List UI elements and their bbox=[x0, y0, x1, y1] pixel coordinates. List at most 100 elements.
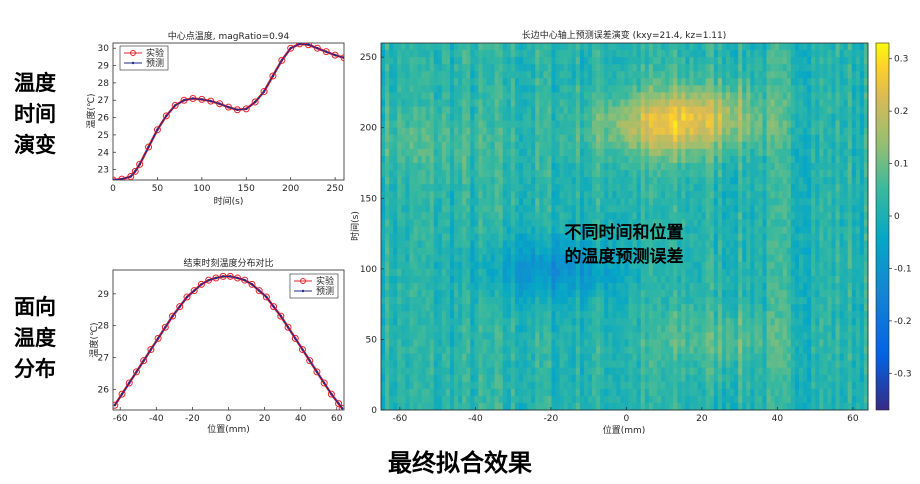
heatmap-cell bbox=[750, 268, 755, 277]
heatmap-cell bbox=[409, 184, 414, 192]
heatmap-cell bbox=[770, 141, 776, 150]
heatmap-cell bbox=[409, 198, 414, 206]
heatmap-cell bbox=[494, 134, 500, 143]
heatmap-cell bbox=[454, 247, 459, 256]
heatmap-cell bbox=[725, 240, 731, 249]
heatmap-cell bbox=[839, 127, 845, 136]
heatmap-cell bbox=[478, 233, 483, 242]
heatmap-cell bbox=[734, 43, 739, 51]
heatmap-cell bbox=[665, 50, 670, 58]
heatmap-cell bbox=[587, 99, 593, 107]
heatmap-cell bbox=[486, 50, 491, 58]
heatmap-cell bbox=[782, 268, 788, 277]
x-tick-label: 20 bbox=[259, 414, 271, 424]
heatmap-cell bbox=[750, 113, 755, 122]
heatmap-cell bbox=[851, 134, 857, 143]
heatmap-cell bbox=[547, 148, 552, 157]
heatmap-cell bbox=[539, 184, 544, 192]
heatmap-cell bbox=[583, 240, 589, 249]
heatmap-cell bbox=[555, 71, 560, 79]
heatmap-cell bbox=[478, 205, 483, 213]
heatmap-cell bbox=[531, 127, 536, 136]
heatmap-cell bbox=[421, 85, 427, 93]
heatmap-cell bbox=[567, 275, 573, 284]
data-point bbox=[156, 128, 159, 131]
heatmap-cell bbox=[608, 148, 613, 157]
heatmap-cell bbox=[819, 64, 824, 72]
heatmap-cell bbox=[843, 141, 849, 150]
heatmap-cell bbox=[681, 120, 686, 129]
heatmap-cell bbox=[454, 64, 459, 72]
heatmap-cell bbox=[571, 282, 577, 291]
heatmap-cell bbox=[669, 304, 674, 312]
heatmap-cell bbox=[474, 99, 479, 107]
heatmap-cell bbox=[409, 127, 414, 136]
heatmap-cell bbox=[709, 198, 715, 206]
heatmap-cell bbox=[717, 64, 723, 72]
heatmap-cell bbox=[518, 148, 524, 157]
heatmap-cell bbox=[417, 275, 422, 284]
heatmap-cell bbox=[583, 50, 589, 58]
heatmap-cell bbox=[445, 71, 451, 79]
heatmap-cell bbox=[624, 282, 629, 291]
heatmap-cell bbox=[661, 64, 666, 72]
heatmap-cell bbox=[794, 43, 800, 51]
heatmap-cell bbox=[454, 134, 459, 143]
heatmap-cell bbox=[843, 99, 849, 107]
heatmap-cell bbox=[665, 219, 670, 227]
heatmap-cell bbox=[835, 282, 840, 291]
heatmap-cell bbox=[669, 177, 674, 185]
heatmap-cell bbox=[587, 304, 593, 312]
heatmap-cell bbox=[421, 282, 427, 291]
heatmap-cell bbox=[527, 240, 532, 249]
heatmap-cell bbox=[665, 148, 670, 157]
heatmap-cell bbox=[559, 304, 565, 312]
heatmap-cell bbox=[466, 233, 471, 242]
heatmap-cell bbox=[815, 113, 820, 122]
heatmap-cell bbox=[843, 205, 849, 213]
heatmap-cell bbox=[551, 177, 556, 185]
heatmap-cell bbox=[454, 120, 459, 129]
heatmap-cell bbox=[409, 92, 414, 100]
heatmap-cell bbox=[502, 261, 508, 270]
heatmap-cell bbox=[673, 64, 678, 72]
heatmap-cell bbox=[855, 43, 861, 51]
heatmap-cell bbox=[571, 43, 577, 51]
heatmap-cell bbox=[547, 43, 552, 51]
heatmap-cell bbox=[843, 226, 849, 234]
heatmap-cell bbox=[628, 205, 634, 213]
heatmap-cell bbox=[409, 275, 414, 284]
heatmap-cell bbox=[855, 127, 861, 136]
heatmap-cell bbox=[665, 226, 670, 234]
heatmap-cell bbox=[620, 155, 625, 164]
heatmap-cell bbox=[413, 282, 418, 291]
heatmap-cells bbox=[381, 43, 869, 411]
heatmap-cell bbox=[774, 240, 780, 249]
data-point bbox=[291, 334, 299, 342]
heatmap-cell bbox=[624, 127, 629, 136]
heatmap-cell bbox=[385, 261, 390, 270]
heatmap-cell bbox=[454, 184, 459, 192]
heatmap-cell bbox=[790, 318, 796, 326]
heatmap-cell bbox=[514, 304, 520, 312]
heatmap-cell bbox=[843, 155, 849, 164]
heatmap-cell bbox=[738, 240, 743, 249]
heatmap-cell bbox=[482, 162, 487, 171]
heatmap-cell bbox=[490, 184, 496, 192]
heatmap-cell bbox=[425, 162, 431, 171]
heatmap-cell bbox=[717, 191, 723, 199]
heatmap-cell bbox=[652, 113, 658, 122]
heatmap-cell bbox=[811, 134, 816, 143]
data-point bbox=[330, 392, 333, 396]
heatmap-cell bbox=[656, 184, 662, 192]
heatmap-cell bbox=[502, 233, 508, 242]
heatmap-cell bbox=[409, 106, 414, 114]
heatmap-cell bbox=[425, 99, 431, 107]
heatmap-cell bbox=[803, 57, 808, 65]
heatmap-cell bbox=[677, 85, 682, 93]
heatmap-cell bbox=[381, 233, 386, 242]
data-point bbox=[335, 400, 343, 408]
heatmap-cell bbox=[596, 275, 601, 284]
heatmap-cell bbox=[547, 113, 552, 122]
heatmap-cell bbox=[527, 290, 532, 298]
